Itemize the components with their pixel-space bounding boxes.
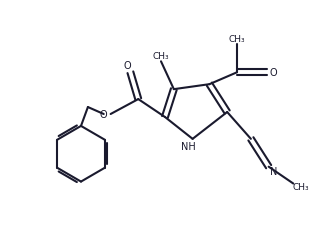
- Text: NH: NH: [181, 141, 196, 151]
- Text: CH₃: CH₃: [229, 35, 245, 44]
- Text: CH₃: CH₃: [292, 182, 308, 191]
- Text: CH₃: CH₃: [153, 52, 169, 61]
- Text: O: O: [100, 109, 108, 119]
- Text: O: O: [270, 68, 278, 78]
- Text: N: N: [270, 166, 277, 176]
- Text: O: O: [124, 61, 131, 71]
